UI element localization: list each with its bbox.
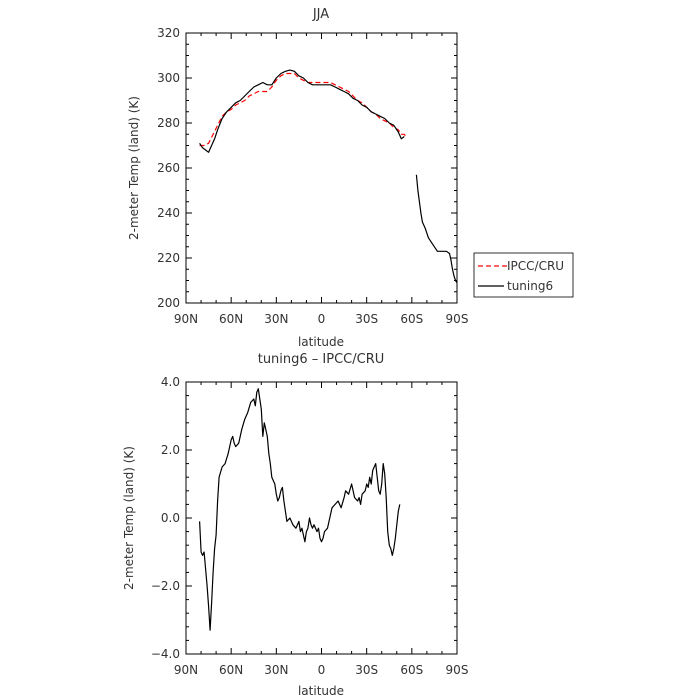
y-tick-label: 200	[157, 296, 180, 310]
y-tick-label: 280	[157, 116, 180, 130]
y-tick-label: 4.0	[161, 375, 180, 389]
x-tick-label: 60S	[400, 312, 423, 326]
ticks-group-bottom: 90N 60N 30N 0 30S 60S 90S −4.0 −2.0 0.0 2.0 4.0	[151, 375, 469, 677]
x-tick-label: 90S	[446, 312, 469, 326]
x-tick-label: 60N	[219, 312, 243, 326]
x-tick-label: 90N	[174, 663, 198, 677]
x-tick-label: 30N	[264, 663, 288, 677]
chart-title-bottom: tuning6 – IPCC/CRU	[258, 352, 385, 367]
y-axis-label-top: 2-meter Temp (land) (K)	[127, 96, 141, 240]
y-tick-label: 320	[157, 26, 180, 40]
series-line-tuning6	[199, 69, 405, 153]
y-tick-label: 2.0	[161, 443, 180, 457]
x-tick-label: 60S	[400, 663, 423, 677]
ticks-group-top: 90N 60N 30N 0 30S 60S 90S 200 220 240 260 280 300 320	[157, 26, 468, 326]
x-axis-label-top: latitude	[298, 335, 344, 349]
y-tick-label: 220	[157, 251, 180, 265]
chart-title-top: JJA	[312, 7, 329, 22]
y-tick-label: 300	[157, 71, 180, 85]
series-line-ipcc-cru	[199, 72, 407, 147]
plot-frame-top	[185, 32, 458, 304]
series-line-tuning6	[415, 174, 458, 284]
legend: IPCC/CRU tuning6	[473, 252, 574, 298]
chart-panel-top: JJA 90N 60N 30N 0 30S 60S 90S 200 220 240 260 280 30…	[127, 7, 574, 349]
legend-label-tuning6: tuning6	[507, 279, 553, 293]
series-group-bottom	[199, 388, 401, 631]
y-tick-label: 260	[157, 161, 180, 175]
x-axis-label-bottom: latitude	[298, 684, 344, 698]
y-tick-label: 240	[157, 206, 180, 220]
x-tick-label: 0	[318, 663, 326, 677]
series-line-tuning6-ipcc-cru	[199, 388, 401, 631]
series-group-top	[199, 69, 458, 284]
x-tick-label: 90S	[446, 663, 469, 677]
x-tick-label: 60N	[219, 663, 243, 677]
legend-label-ipcc-cru: IPCC/CRU	[507, 259, 564, 273]
x-tick-label: 30S	[355, 312, 378, 326]
y-axis-label-bottom: 2-meter Temp (land) (K)	[122, 446, 136, 590]
plot-frame-bottom	[185, 381, 458, 655]
chart-panel-bottom: tuning6 – IPCC/CRU 90N 60N 30N 0 30S 60S 90S −4…	[122, 352, 468, 698]
x-tick-label: 90N	[174, 312, 198, 326]
x-tick-label: 30S	[355, 663, 378, 677]
x-tick-label: 30N	[264, 312, 288, 326]
y-tick-label: −4.0	[151, 647, 180, 661]
x-tick-label: 0	[318, 312, 326, 326]
y-tick-label: −2.0	[151, 579, 180, 593]
legend-box	[473, 252, 574, 298]
y-tick-label: 0.0	[161, 511, 180, 525]
